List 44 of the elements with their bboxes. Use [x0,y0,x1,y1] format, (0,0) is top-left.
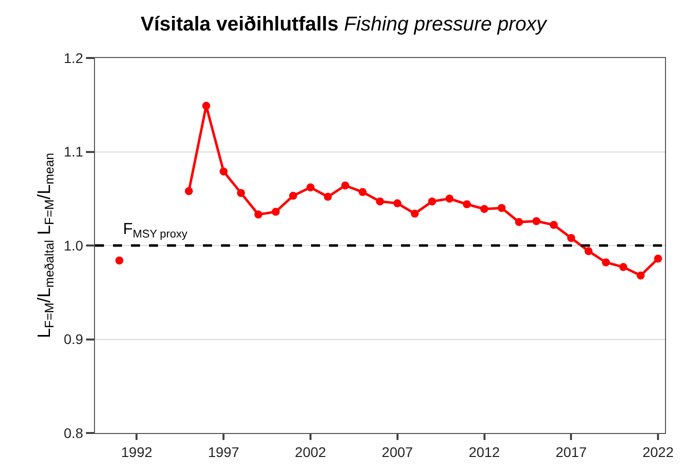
point [358,188,367,196]
point [289,192,298,200]
chart-title: Vísitala veiðihlutfalls [140,14,338,36]
point [184,187,193,196]
ref-line-label: F$_{MSY proxy}$ [123,221,188,240]
point [272,208,280,216]
point [410,210,419,218]
point [376,197,384,206]
y-tick-label: 0.9 [64,331,84,348]
point [393,199,402,208]
point [341,182,350,190]
x-tick-label: 2007 [382,444,414,460]
x-tick-label: 2017 [556,444,587,460]
point [306,183,314,192]
point [498,204,506,212]
point [619,263,628,272]
point [324,192,332,201]
point [584,247,593,256]
x-tick-label: 2022 [642,444,674,460]
point [567,234,576,242]
point [446,194,454,203]
point [254,210,262,219]
x-tick-label: 2002 [294,444,326,460]
y-tick-label: 0.8 [64,424,84,441]
point [550,220,558,229]
point [480,204,488,213]
point [202,102,210,110]
y-tick-label: 1.1 [64,144,84,160]
x-tick-label: 1997 [208,444,240,460]
point [115,256,124,264]
point [236,189,245,197]
point [602,258,610,266]
point [428,197,436,206]
point [220,167,228,176]
point [532,217,540,226]
x-tick-label: 2012 [468,444,500,460]
point [654,254,662,263]
point [515,218,524,226]
x-tick-label: 1992 [121,444,152,460]
y-tick-label: 1.2 [64,50,84,66]
y-tick-label: 1.0 [64,237,84,254]
point [462,200,471,208]
point [636,272,645,280]
chart-subtitle: Fishing pressure proxy [344,14,548,36]
